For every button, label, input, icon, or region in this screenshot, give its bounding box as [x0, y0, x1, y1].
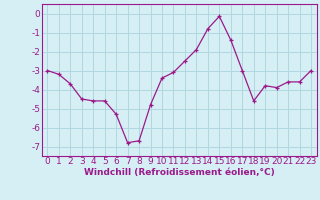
X-axis label: Windchill (Refroidissement éolien,°C): Windchill (Refroidissement éolien,°C)	[84, 168, 275, 177]
